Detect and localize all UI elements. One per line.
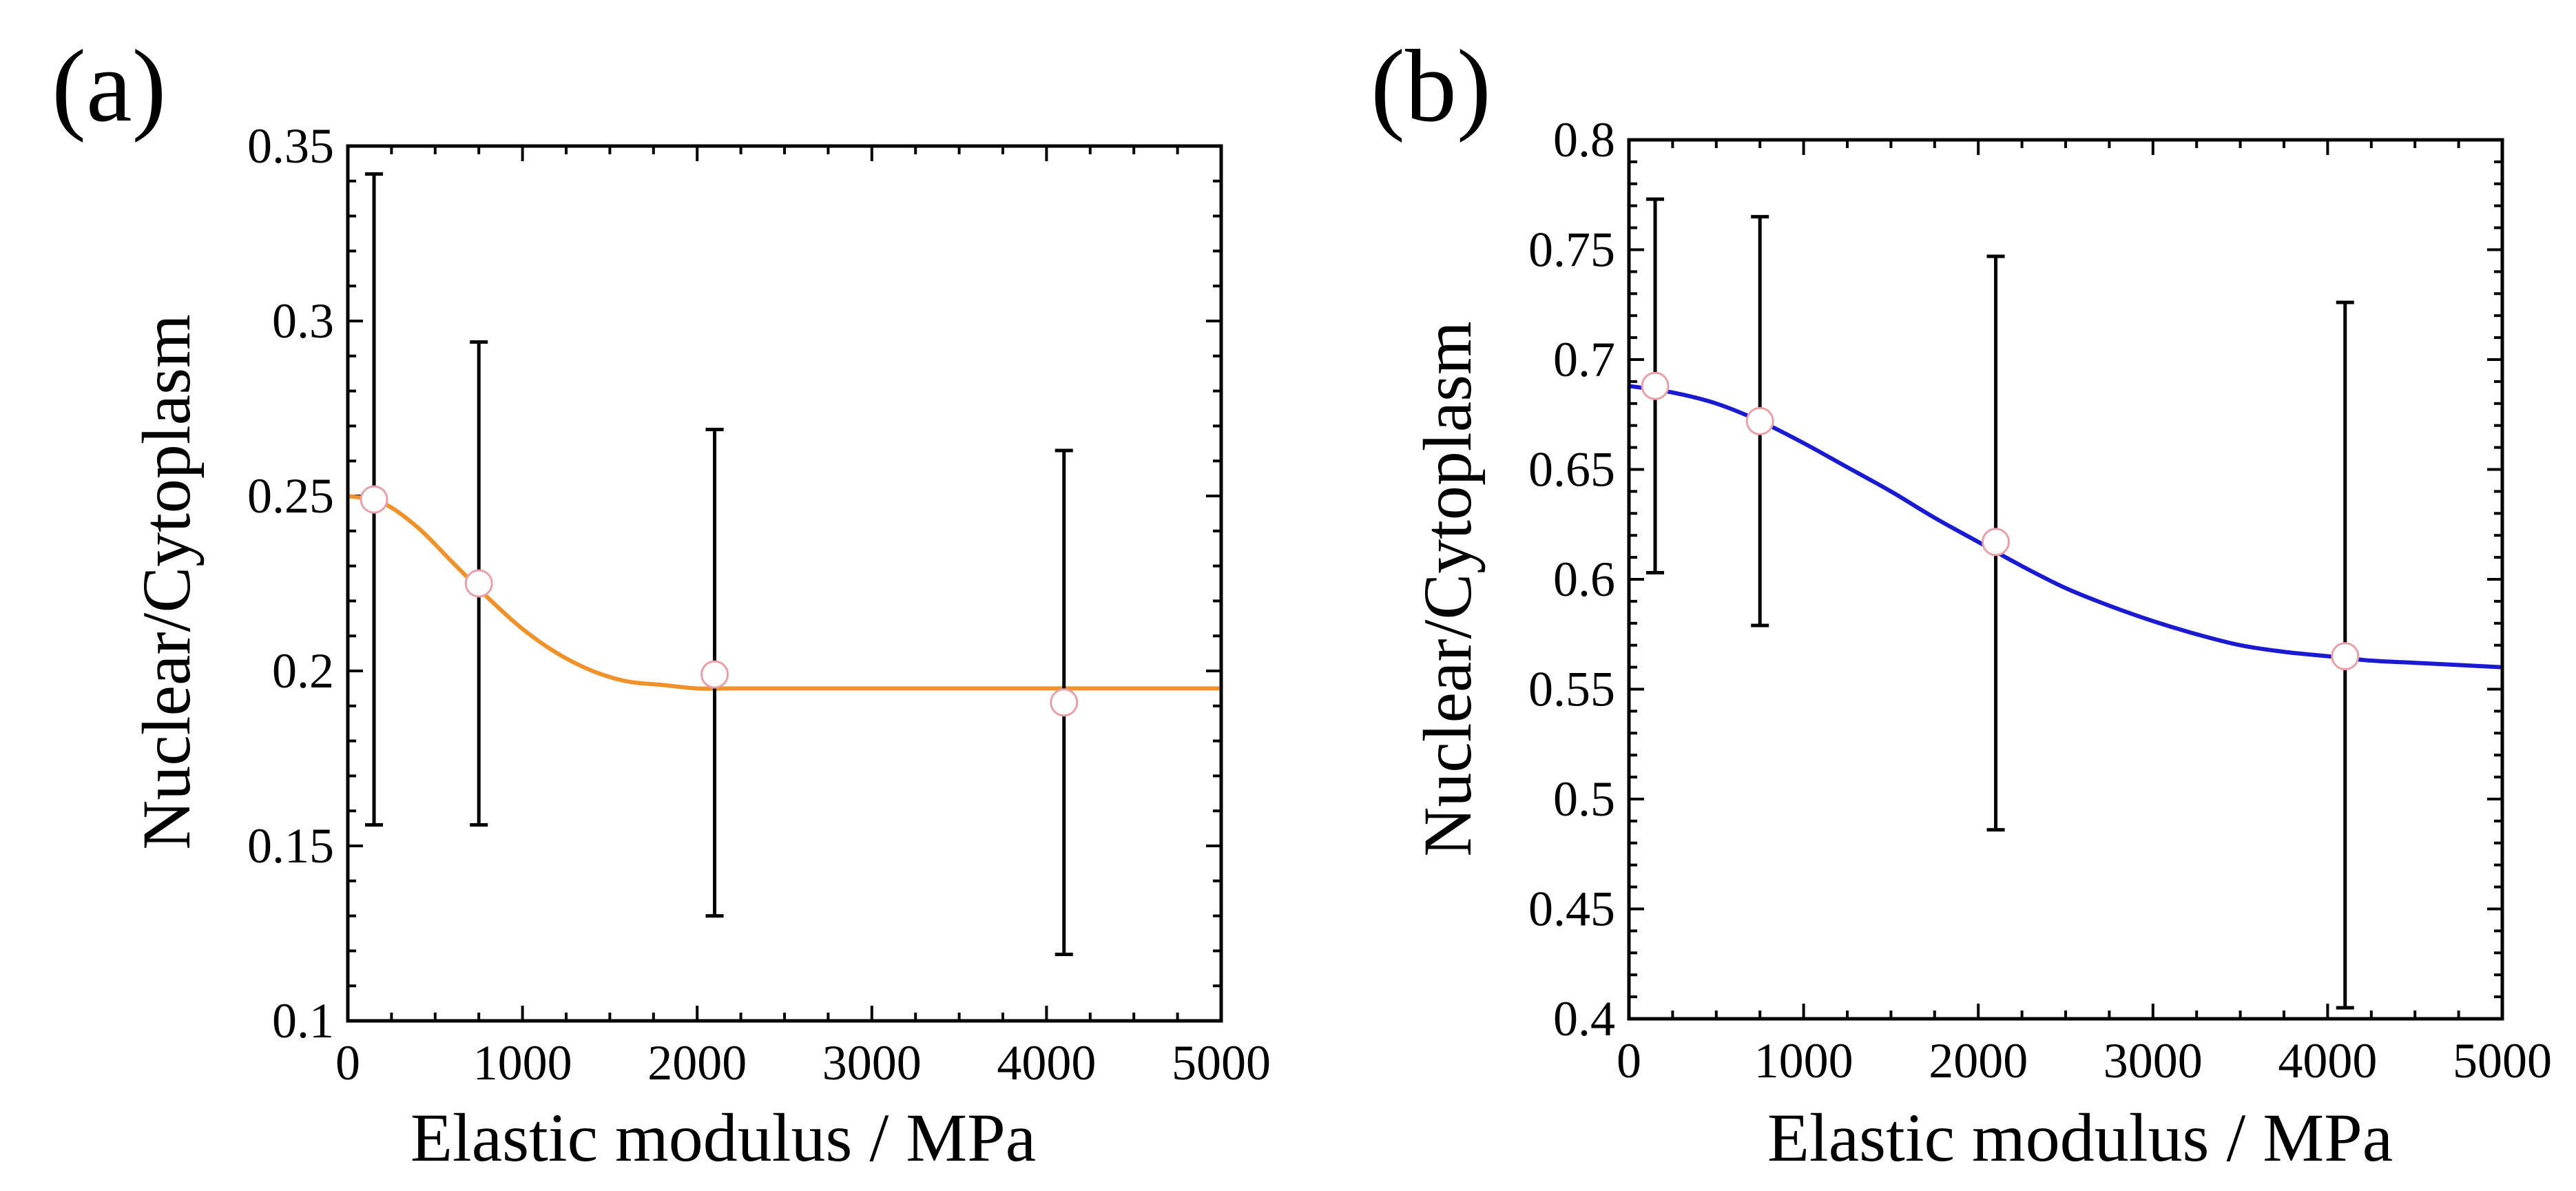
panel-a-data-point [464, 569, 493, 598]
panel-a-y-tick-label: 0.15 [247, 818, 334, 873]
panel-b-data-point [1641, 371, 1670, 400]
panel-a-data-point [360, 485, 388, 514]
panel-b-y-tick-label: 0.75 [1528, 222, 1615, 278]
panel-b-y-tick-label: 0.5 [1553, 771, 1615, 827]
panel-b-x-tick-label: 0 [1617, 1033, 1641, 1088]
panel-a-data-point [700, 660, 729, 689]
panel-b-y-tick-label: 0.4 [1553, 991, 1615, 1046]
panel-b-x-tick-label: 2000 [1929, 1033, 2028, 1088]
panel-a-y-tick-label: 0.3 [272, 293, 334, 349]
panel-b-y-tick-label: 0.55 [1528, 662, 1615, 717]
panel-a-x-tick-label: 2000 [647, 1035, 747, 1090]
panel-a-y-tick-label: 0.25 [247, 468, 334, 524]
panel-a-plot-frame [346, 144, 1223, 1023]
panel-a-x-tick-label: 3000 [822, 1035, 922, 1090]
panel-a-ylabel: Nuclear/Cytoplasm [128, 314, 205, 850]
panel-b-data-point [2331, 642, 2360, 671]
panel-b-data-point [1745, 406, 1774, 435]
panel-b-x-tick-label: 1000 [1754, 1033, 1853, 1088]
panel-a-xlabel: Elastic modulus / MPa [411, 1099, 1036, 1176]
panel-b-x-tick-label: 4000 [2278, 1033, 2377, 1088]
panel-b-plot-frame [1627, 138, 2504, 1021]
panel-b-ylabel: Nuclear/Cytoplasm [1409, 321, 1486, 857]
panel-a-x-tick-label: 4000 [997, 1035, 1096, 1090]
panel-b-x-tick-label: 3000 [2104, 1033, 2203, 1088]
panel-b-xlabel: Elastic modulus / MPa [1767, 1099, 2393, 1176]
panel-b-y-tick-label: 0.45 [1528, 882, 1615, 937]
panel-a-x-tick-label: 5000 [1172, 1035, 1271, 1090]
panel-b-label: (b) [1371, 29, 1491, 143]
panel-b-y-tick-label: 0.8 [1553, 112, 1615, 167]
panel-a-data-point [1050, 688, 1079, 717]
panel-a-y-tick-label: 0.35 [247, 118, 334, 174]
panel-a-x-tick-label: 0 [335, 1035, 360, 1090]
panel-a-x-tick-label: 1000 [473, 1035, 572, 1090]
panel-b-y-tick-label: 0.7 [1553, 332, 1615, 387]
panel-a: (a) Nuclear/Cytoplasm Elastic modulus / … [52, 29, 1271, 1176]
panel-a-plot: 0 1000 2000 3000 4000 5000 0.1 0.15 0.2 0.25 0.3 0.… [247, 118, 1271, 1090]
panel-b-x-tick-label: 5000 [2453, 1033, 2552, 1088]
panel-a-y-tick-label: 0.1 [272, 993, 334, 1048]
panel-b-plot: 0 1000 2000 3000 4000 5000 0.4 0.45 0.5 0.55 0.6 0.… [1528, 112, 2552, 1088]
panel-b: (b) Nuclear/Cytoplasm Elastic modulus / … [1371, 29, 2552, 1176]
panel-b-y-tick-label: 0.65 [1528, 442, 1615, 497]
panel-b-y-tick-label: 0.6 [1553, 552, 1615, 607]
panel-a-y-tick-label: 0.2 [272, 643, 334, 698]
panel-a-fit-curve [347, 494, 1221, 691]
panel-b-data-point [1982, 528, 2011, 557]
panel-a-label: (a) [52, 29, 166, 143]
